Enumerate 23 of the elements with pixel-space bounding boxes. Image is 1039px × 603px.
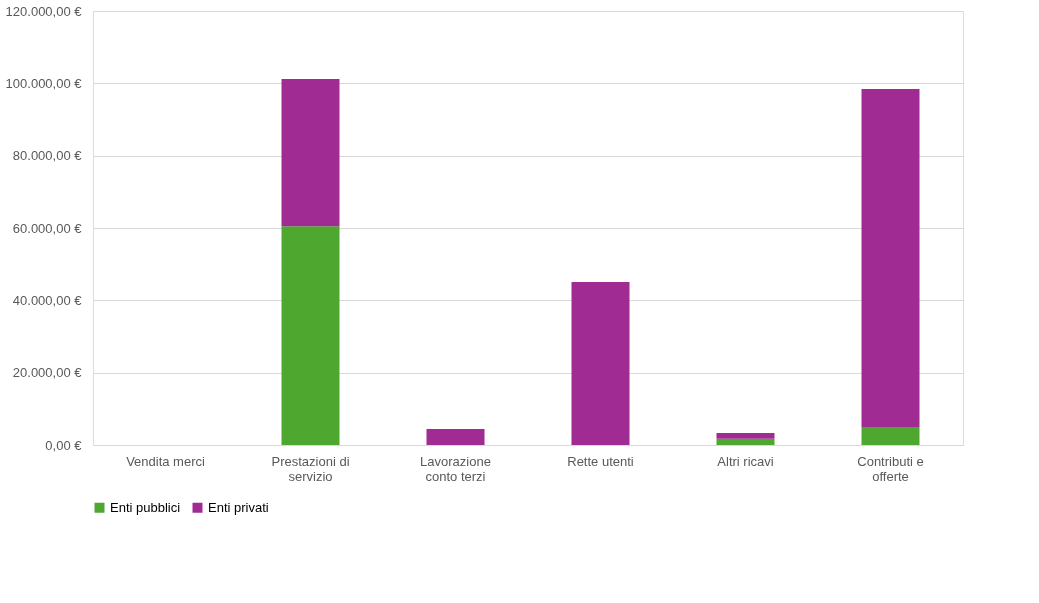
- y-tick-label: 40.000,00 €: [12, 292, 83, 308]
- bar: [716, 433, 775, 439]
- y-tick-label: 80.000,00 €: [12, 148, 83, 164]
- x-tick-label: Altri ricavi: [717, 453, 774, 469]
- bar: [571, 281, 630, 445]
- bar: [426, 429, 485, 445]
- legend-label: Enti privati: [208, 499, 269, 515]
- bar: [861, 426, 920, 445]
- bar: [281, 226, 340, 445]
- bar: [861, 89, 920, 427]
- y-tick-label: 20.000,00 €: [12, 365, 83, 381]
- y-tick-label: 0,00 €: [45, 437, 83, 453]
- x-tick-label: Prestazioni di servizio: [271, 453, 350, 484]
- y-tick-label: 100.000,00 €: [5, 75, 83, 91]
- bar: [716, 438, 775, 445]
- x-tick-label: Lavorazione conto terzi: [420, 453, 491, 484]
- bar: [281, 78, 340, 227]
- legend-label: Enti pubblici: [110, 499, 181, 515]
- y-tick-label: 60.000,00 €: [12, 220, 83, 236]
- x-tick-label: Rette utenti: [567, 453, 634, 469]
- x-tick-label: Vendita merci: [126, 453, 205, 469]
- y-tick-label: 120.000,00 €: [5, 3, 83, 19]
- x-tick-label: Contributi e offerte: [857, 453, 924, 484]
